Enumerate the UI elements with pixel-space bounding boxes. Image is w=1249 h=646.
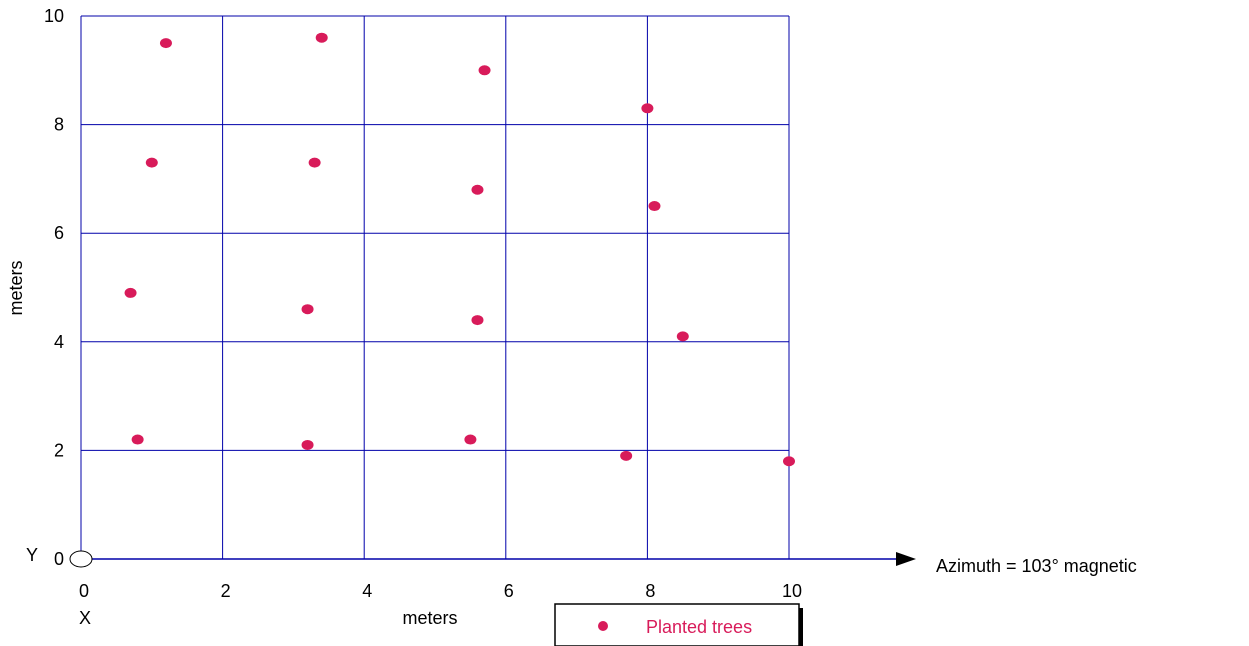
y-tick-label: 6 [54, 223, 64, 243]
origin-marker [69, 550, 93, 568]
y-tick-label: 0 [54, 549, 64, 569]
azimuth-annotation: Azimuth = 103° magnetic [936, 556, 1137, 576]
azimuth-arrow [69, 550, 916, 568]
data-point [471, 184, 484, 195]
legend-box [554, 603, 800, 646]
grid [80, 15, 790, 559]
azimuth-arrow-head [896, 552, 916, 566]
x-origin-label: X [79, 608, 91, 628]
legend: Planted trees [554, 603, 803, 646]
legend-marker [598, 621, 608, 631]
data-point [783, 456, 795, 467]
data-points [124, 32, 795, 467]
data-point [464, 434, 477, 445]
y-axis-title: meters [6, 260, 26, 315]
x-tick-label: 4 [362, 581, 372, 601]
data-point [648, 201, 661, 212]
data-point [315, 32, 328, 43]
data-point [131, 434, 144, 445]
data-point [471, 315, 484, 326]
y-origin-label: Y [26, 545, 38, 565]
y-tick-label: 10 [44, 6, 64, 26]
data-point [620, 450, 633, 461]
data-point [308, 157, 321, 168]
data-point [478, 65, 491, 76]
tick-labels: 0 2 4 6 8 10 0 2 4 6 8 10 [44, 6, 802, 601]
data-point [145, 157, 158, 168]
x-tick-label: 8 [645, 581, 655, 601]
legend-label: Planted trees [646, 617, 752, 637]
x-tick-label: 6 [504, 581, 514, 601]
y-tick-label: 4 [54, 332, 64, 352]
x-axis-title: meters [402, 608, 457, 628]
data-point [301, 439, 314, 450]
x-tick-label: 10 [782, 581, 802, 601]
x-tick-label: 0 [79, 581, 89, 601]
x-tick-label: 2 [221, 581, 231, 601]
data-point [301, 304, 314, 315]
y-tick-label: 2 [54, 440, 64, 460]
data-point [124, 287, 137, 298]
data-point [159, 38, 172, 49]
data-point [676, 331, 689, 342]
y-tick-label: 8 [54, 115, 64, 135]
data-point [641, 103, 654, 114]
